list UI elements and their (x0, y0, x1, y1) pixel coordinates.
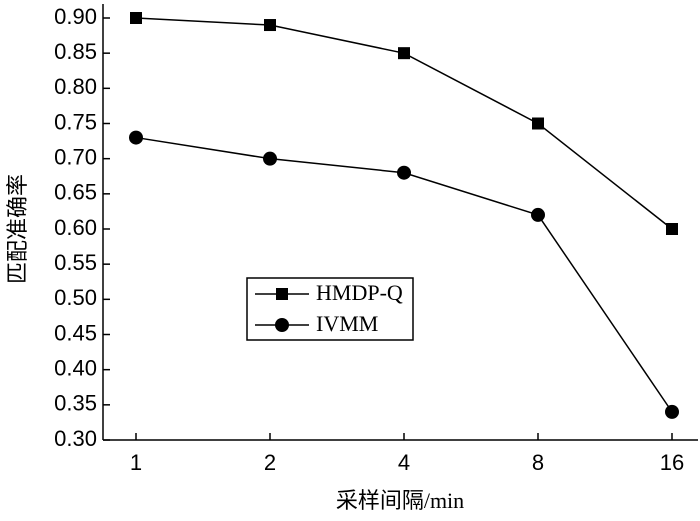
data-point (532, 117, 544, 130)
data-point (263, 151, 277, 166)
legend-label: IVMM (316, 311, 378, 336)
data-point (130, 12, 142, 24)
legend-marker (275, 318, 289, 332)
y-tick-label: 0.80 (54, 74, 97, 99)
y-tick-label: 0.85 (54, 39, 97, 64)
x-tick-label: 4 (398, 450, 410, 475)
y-tick-label: 0.50 (54, 285, 97, 310)
y-tick-label: 0.45 (54, 320, 97, 345)
x-tick-label: 8 (532, 450, 544, 475)
y-axis-title: 匹配准确率 (5, 174, 30, 284)
y-tick-label: 0.70 (54, 144, 97, 169)
data-point (666, 223, 678, 235)
y-tick-label: 0.60 (54, 215, 97, 240)
x-axis-title: 采样间隔/min (336, 488, 464, 513)
data-point (531, 207, 545, 222)
y-tick-label: 0.35 (54, 391, 97, 416)
legend-label: HMDP-Q (316, 280, 403, 305)
x-tick-label: 16 (660, 450, 684, 475)
data-point (264, 19, 276, 32)
data-point (398, 47, 410, 60)
data-point (129, 130, 143, 145)
x-tick-label: 2 (264, 450, 276, 475)
y-tick-label: 0.30 (54, 426, 97, 451)
y-tick-label: 0.40 (54, 355, 97, 380)
legend-box (246, 277, 414, 341)
y-tick-label: 0.65 (54, 180, 97, 205)
data-point (665, 404, 679, 419)
legend-marker (276, 288, 288, 300)
y-tick-label: 0.55 (54, 250, 97, 275)
data-point (397, 165, 411, 180)
y-tick-label: 0.90 (54, 4, 97, 29)
y-tick-label: 0.75 (54, 109, 97, 134)
x-tick-label: 1 (130, 450, 142, 475)
